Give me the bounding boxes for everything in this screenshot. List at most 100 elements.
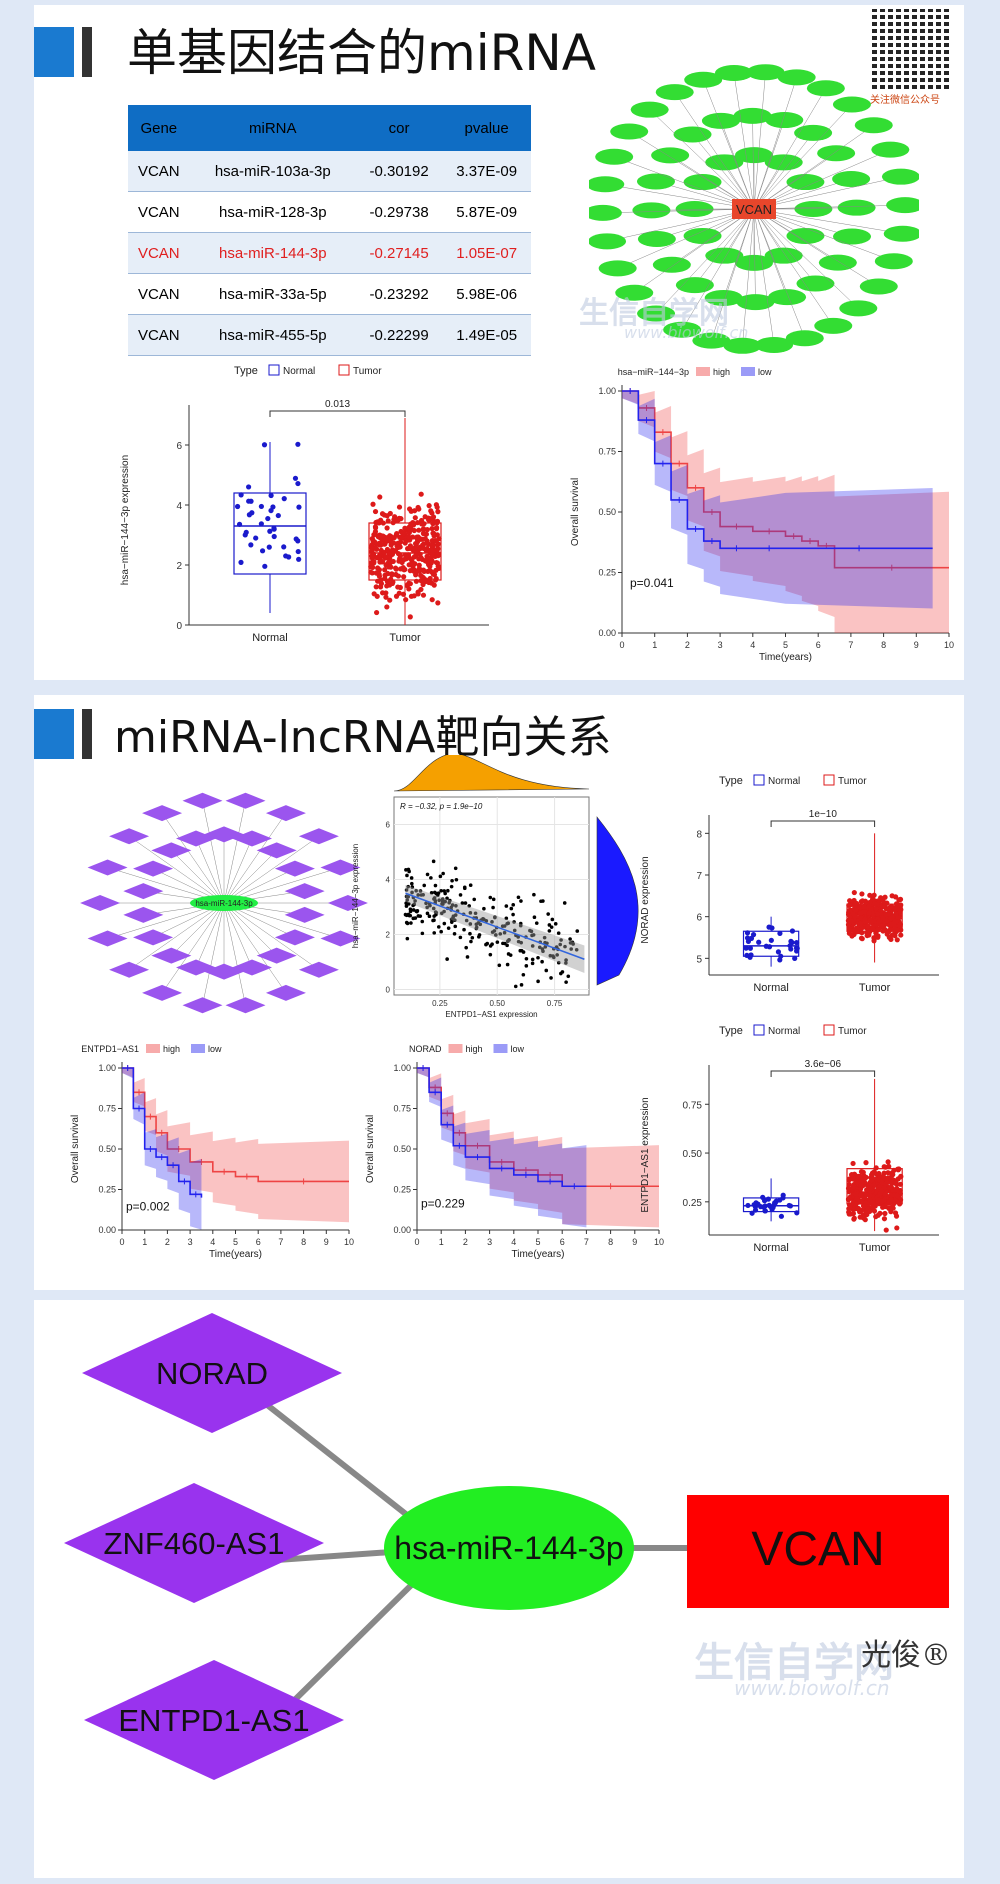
mirna-node xyxy=(652,256,691,273)
data-point xyxy=(468,883,473,888)
x-tick-label: Normal xyxy=(753,982,788,994)
data-point xyxy=(429,510,435,516)
network-edge xyxy=(605,184,755,210)
x-tick-label: 7 xyxy=(278,1237,283,1247)
data-point xyxy=(777,930,783,936)
data-point xyxy=(847,1205,853,1211)
legend-label: low xyxy=(511,1044,525,1054)
lncrna-node xyxy=(298,961,339,978)
data-point xyxy=(405,936,410,941)
data-point xyxy=(530,957,535,962)
x-tick-label: 6 xyxy=(816,640,821,650)
data-point xyxy=(862,1176,868,1182)
data-point xyxy=(553,922,558,926)
lncrna-node xyxy=(80,895,121,911)
mirna-node xyxy=(651,147,690,164)
mirna-node xyxy=(796,275,835,292)
mirna-node xyxy=(636,173,675,190)
mirna-node xyxy=(589,204,622,221)
data-point xyxy=(761,1198,768,1204)
x-tick-label: 4 xyxy=(210,1237,215,1247)
data-point xyxy=(871,892,877,898)
data-point xyxy=(863,1192,869,1198)
pvalue-label: 3.6e−06 xyxy=(805,1059,842,1070)
data-point xyxy=(869,1204,876,1210)
network-edge xyxy=(674,92,755,210)
data-point xyxy=(792,955,798,961)
plot-frame xyxy=(393,796,590,996)
data-point xyxy=(404,904,409,908)
legend-label: high xyxy=(713,367,730,377)
data-point xyxy=(434,546,441,552)
data-point xyxy=(296,504,302,510)
mirna-node xyxy=(723,337,762,354)
data-point xyxy=(847,917,853,924)
data-point xyxy=(402,540,408,546)
data-point xyxy=(878,895,884,901)
data-point xyxy=(516,895,521,900)
y-axis-label: hsa−miR−144−3p expression xyxy=(351,844,360,948)
legend-key xyxy=(823,1024,835,1036)
data-point xyxy=(425,541,431,548)
mirna-node xyxy=(589,233,627,250)
x-tick-label: 5 xyxy=(783,640,788,650)
data-point xyxy=(441,902,445,906)
data-point xyxy=(373,570,379,576)
data-point xyxy=(382,534,388,540)
data-point xyxy=(413,899,417,903)
data-point xyxy=(435,509,441,515)
data-point xyxy=(431,571,438,578)
lncrna-node xyxy=(151,947,192,964)
data-point xyxy=(490,920,494,924)
y-tick-label: 8 xyxy=(696,829,702,840)
data-point xyxy=(884,929,890,935)
data-point xyxy=(532,915,537,920)
legend-label: low xyxy=(758,367,772,377)
y-axis-label: hsa−miR−144−3p expression xyxy=(120,455,131,585)
data-point xyxy=(868,906,874,912)
data-point xyxy=(423,548,429,554)
data-point xyxy=(504,904,509,908)
network-edge xyxy=(711,208,755,341)
data-point xyxy=(449,884,454,889)
data-point xyxy=(793,948,800,954)
mirna-node xyxy=(814,317,853,334)
data-point xyxy=(873,905,879,912)
data-point xyxy=(879,1198,885,1204)
data-point xyxy=(370,501,376,507)
network-edge xyxy=(692,134,755,210)
data-point xyxy=(420,530,427,537)
mirna-node xyxy=(817,145,856,162)
y-tick-label: 6 xyxy=(176,441,182,452)
data-point xyxy=(295,480,301,487)
legend-title: ENTPD1−AS1 xyxy=(81,1044,139,1054)
legend-key xyxy=(268,364,280,376)
legend-key xyxy=(753,1024,765,1036)
data-point xyxy=(864,1187,870,1193)
lncrna-node xyxy=(82,1313,342,1433)
data-point xyxy=(883,1227,889,1233)
mirna-node-label: hsa-miR-144-3p xyxy=(394,1530,623,1566)
data-point xyxy=(449,920,454,924)
data-point xyxy=(397,544,403,550)
data-point xyxy=(504,916,509,921)
mirna-node xyxy=(839,300,878,317)
chart-box-norad: Type Normal Tumor 5 6 7 8 NORAD expression 1e−10… xyxy=(640,774,939,994)
data-point xyxy=(896,897,902,903)
data-point xyxy=(396,590,402,596)
x-tick-label: 1 xyxy=(439,1237,444,1247)
data-point xyxy=(502,930,507,935)
lncrna-node xyxy=(123,906,164,923)
data-point xyxy=(748,935,755,941)
network-edge xyxy=(649,109,755,210)
data-point xyxy=(519,940,524,945)
legend-key xyxy=(493,1044,508,1053)
data-point xyxy=(845,1185,852,1192)
lncrna-node xyxy=(133,860,174,877)
legend-label: Normal xyxy=(768,1026,800,1037)
mirna-node xyxy=(854,117,893,134)
data-point xyxy=(780,1192,786,1198)
data-point xyxy=(412,561,418,567)
data-point xyxy=(891,920,897,926)
data-point xyxy=(889,893,895,899)
